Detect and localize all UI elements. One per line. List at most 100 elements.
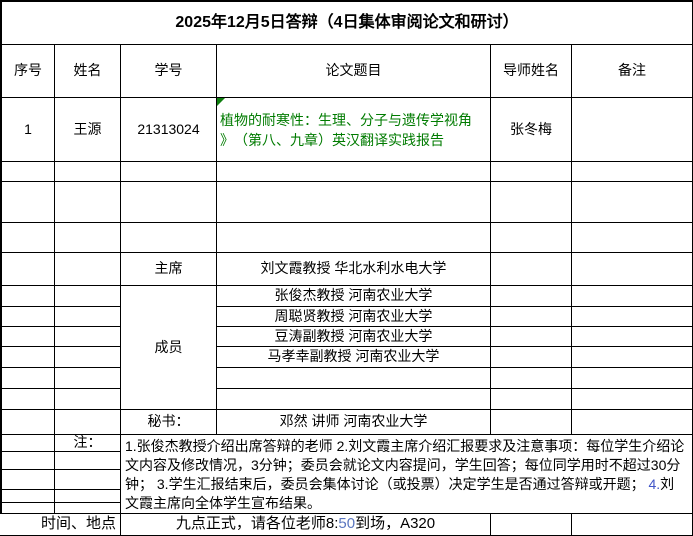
empty-cell[interactable] (0, 410, 55, 435)
schedule-cell[interactable]: 九点正式，请各位老师8: 50 到场，A320 (121, 514, 491, 536)
cell-thesis-title[interactable]: 植物的耐寒性：生理、分子与遗传学视角 》 （第八、九章）英汉翻译实践报告 (217, 98, 491, 162)
empty-cell[interactable] (491, 368, 572, 389)
empty-cell[interactable] (0, 435, 55, 452)
empty-cell[interactable] (491, 162, 572, 182)
empty-cell[interactable] (217, 368, 491, 389)
cell-student-id[interactable]: 21313024 (121, 98, 217, 162)
cell-remark[interactable] (572, 98, 693, 162)
empty-cell[interactable] (491, 253, 572, 286)
empty-cell[interactable] (55, 470, 121, 490)
cell-seq[interactable]: 1 (0, 98, 55, 162)
empty-cell[interactable] (491, 182, 572, 223)
empty-cell[interactable] (491, 347, 572, 368)
empty-cell[interactable] (0, 452, 55, 470)
empty-cell[interactable] (0, 470, 55, 490)
empty-cell[interactable] (55, 490, 121, 503)
chair-cell[interactable]: 刘文霞教授 华北水利水电大学 (217, 253, 491, 286)
secretary-cell[interactable]: 邓然 讲师 河南农业大学 (217, 410, 491, 435)
header-seq[interactable]: 序号 (0, 45, 55, 98)
empty-cell[interactable] (572, 327, 693, 347)
empty-cell[interactable] (0, 327, 55, 347)
empty-cell[interactable] (0, 253, 55, 286)
header-advisor[interactable]: 导师姓名 (491, 45, 572, 98)
empty-cell[interactable] (491, 286, 572, 307)
member-label-cell[interactable]: 成员 (121, 286, 217, 410)
empty-cell[interactable] (0, 503, 55, 514)
empty-cell[interactable] (572, 223, 693, 253)
green-triangle-icon (217, 98, 225, 106)
empty-cell[interactable] (0, 182, 55, 223)
cell-name[interactable]: 王源 (55, 98, 121, 162)
member-cell[interactable]: 张俊杰教授 河南农业大学 (217, 286, 491, 307)
empty-cell[interactable] (572, 162, 693, 182)
empty-cell[interactable] (55, 182, 121, 223)
secretary-value: 邓然 讲师 河南农业大学 (279, 413, 428, 430)
thesis-title-value: 植物的耐寒性：生理、分子与遗传学视角 》 （第八、九章）英汉翻译实践报告 (220, 111, 472, 148)
empty-cell[interactable] (55, 410, 121, 435)
empty-cell[interactable] (572, 182, 693, 223)
empty-cell[interactable] (572, 514, 693, 536)
empty-cell[interactable] (217, 389, 491, 410)
member-cell[interactable]: 马孝幸副教授 河南农业大学 (217, 347, 491, 368)
empty-cell[interactable] (491, 410, 572, 435)
member-3: 豆涛副教授 河南农业大学 (274, 327, 433, 344)
empty-cell[interactable] (55, 503, 121, 514)
empty-cell[interactable] (491, 514, 572, 536)
empty-cell[interactable] (121, 223, 217, 253)
header-student-id[interactable]: 学号 (121, 45, 217, 98)
empty-cell[interactable] (0, 162, 55, 182)
empty-cell[interactable] (217, 162, 491, 182)
empty-cell[interactable] (0, 223, 55, 253)
empty-cell[interactable] (55, 286, 121, 307)
student-id-value: 21313024 (137, 120, 200, 137)
header-remark-label: 备注 (618, 62, 646, 79)
empty-cell[interactable] (55, 368, 121, 389)
empty-cell[interactable] (217, 182, 491, 223)
empty-cell[interactable] (55, 307, 121, 327)
empty-cell[interactable] (0, 389, 55, 410)
empty-cell[interactable] (0, 368, 55, 389)
table-title: 2025年12月5日答辩（4日集体审阅论文和研讨） (175, 14, 519, 31)
empty-cell[interactable] (491, 327, 572, 347)
note-cell[interactable]: 1.张俊杰教授介绍出席答辩的老师 2.刘文霞主席介绍汇报要求及注意事项：每位学生… (121, 435, 693, 514)
empty-cell[interactable] (55, 253, 121, 286)
cell-advisor[interactable]: 张冬梅 (491, 98, 572, 162)
empty-cell[interactable] (572, 286, 693, 307)
chair-label-cell[interactable]: 主席 (121, 253, 217, 286)
member-cell[interactable]: 豆涛副教授 河南农业大学 (217, 327, 491, 347)
schedule-label-cell[interactable]: 时间、地点 (0, 514, 121, 536)
text-part: 九点正式，请各位老师8: (175, 515, 339, 533)
cell-title[interactable]: 2025年12月5日答辩（4日集体审阅论文和研讨） (0, 0, 693, 45)
empty-cell[interactable] (55, 162, 121, 182)
empty-cell[interactable] (572, 410, 693, 435)
text-part: 50 (338, 515, 356, 533)
empty-cell[interactable] (491, 389, 572, 410)
member-label: 成员 (154, 338, 183, 355)
empty-cell[interactable] (572, 347, 693, 368)
empty-cell[interactable] (0, 490, 55, 503)
empty-cell[interactable] (55, 452, 121, 470)
empty-cell[interactable] (55, 327, 121, 347)
empty-cell[interactable] (0, 347, 55, 368)
empty-cell[interactable] (0, 286, 55, 307)
header-thesis-title[interactable]: 论文题目 (217, 45, 491, 98)
empty-cell[interactable] (572, 389, 693, 410)
empty-cell[interactable] (491, 307, 572, 327)
empty-cell[interactable] (491, 223, 572, 253)
empty-cell[interactable] (572, 307, 693, 327)
empty-cell[interactable] (217, 223, 491, 253)
empty-cell[interactable] (121, 162, 217, 182)
empty-cell[interactable] (121, 182, 217, 223)
secretary-label-cell[interactable]: 秘书： (121, 410, 217, 435)
member-cell[interactable]: 周聪贤教授 河南农业大学 (217, 307, 491, 327)
note-label-cell[interactable]: 注： (55, 434, 121, 452)
empty-cell[interactable] (55, 223, 121, 253)
empty-cell[interactable] (572, 368, 693, 389)
header-remark[interactable]: 备注 (572, 45, 693, 98)
empty-cell[interactable] (55, 389, 121, 410)
empty-cell[interactable] (0, 307, 55, 327)
header-name[interactable]: 姓名 (55, 45, 121, 98)
empty-cell[interactable] (55, 347, 121, 368)
empty-cell[interactable] (572, 253, 693, 286)
text-part: 到场，A320 (355, 515, 436, 533)
